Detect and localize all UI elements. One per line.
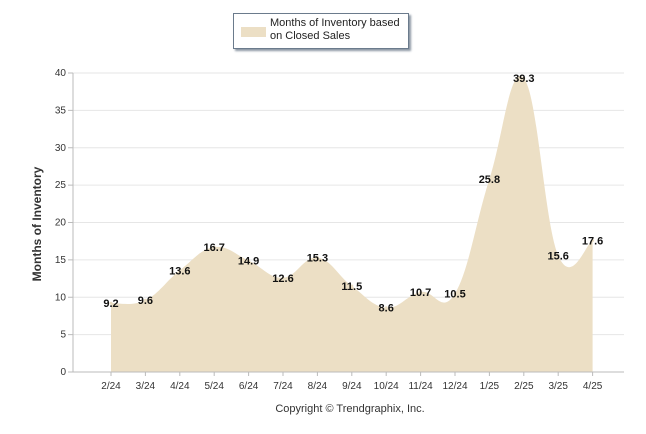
data-point — [212, 245, 216, 249]
data-label: 15.3 — [307, 253, 328, 265]
data-label: 14.9 — [238, 256, 259, 268]
area-series-fill — [111, 76, 593, 372]
data-label: 15.6 — [547, 250, 568, 262]
data-label: 9.6 — [138, 295, 153, 307]
data-point — [143, 298, 147, 302]
data-point — [522, 76, 526, 80]
data-label: 17.6 — [582, 235, 603, 247]
legend-label: Months of Inventory based on Closed Sale… — [270, 17, 400, 42]
data-labels: 9.2 9.6 13.6 16.7 14.9 12.6 15.3 11.5 8.6 10.7 10.… — [103, 73, 603, 314]
y-tick-label: 5 — [60, 330, 66, 341]
x-tick-label: 7/24 — [273, 381, 293, 392]
data-point — [419, 290, 423, 294]
x-tick-label: 5/24 — [204, 381, 224, 392]
data-point — [384, 306, 388, 310]
legend-swatch — [241, 27, 266, 37]
y-tick-label: 15 — [55, 255, 67, 266]
x-tick-label: 3/25 — [548, 381, 568, 392]
axes — [72, 73, 624, 373]
data-point — [350, 284, 354, 288]
data-label: 13.6 — [169, 265, 190, 277]
y-tick-label: 30 — [55, 143, 67, 154]
data-point — [556, 253, 560, 257]
data-point — [591, 238, 595, 242]
data-point — [487, 177, 491, 181]
data-label: 12.6 — [272, 273, 293, 285]
data-point — [109, 301, 113, 305]
x-tick-label: 11/24 — [408, 381, 433, 392]
y-tick-label: 10 — [55, 292, 67, 303]
x-tick-labels: 2/24 3/24 4/24 5/24 6/24 7/24 8/24 9/24 10/24 11/… — [101, 372, 603, 392]
data-label: 10.7 — [410, 287, 431, 299]
data-label: 11.5 — [341, 281, 362, 293]
x-tick-label: 3/24 — [136, 381, 156, 392]
y-tick-label: 35 — [55, 105, 67, 116]
y-tick-label: 40 — [55, 68, 67, 79]
x-tick-label: 4/24 — [170, 381, 190, 392]
data-point — [247, 259, 251, 263]
y-tick-label: 0 — [60, 367, 66, 378]
x-tick-label: 6/24 — [239, 381, 259, 392]
legend: Months of Inventory based on Closed Sale… — [233, 13, 409, 49]
x-tick-label: 4/25 — [583, 381, 603, 392]
data-point — [281, 276, 285, 280]
y-tick-label: 25 — [55, 180, 67, 191]
x-tick-label: 10/24 — [374, 381, 399, 392]
data-label: 16.7 — [203, 242, 224, 254]
y-tick-labels: 0 5 10 15 20 25 30 35 40 — [55, 68, 67, 378]
data-label: 25.8 — [479, 174, 500, 186]
x-tick-label: 2/25 — [514, 381, 534, 392]
data-label: 10.5 — [444, 289, 465, 301]
data-point — [453, 292, 457, 296]
data-point — [178, 268, 182, 272]
series-area — [111, 76, 593, 372]
y-tick-label: 20 — [55, 218, 67, 229]
data-label: 39.3 — [513, 73, 534, 85]
x-tick-label: 12/24 — [442, 381, 467, 392]
x-tick-label: 2/24 — [101, 381, 121, 392]
data-point — [315, 256, 319, 260]
data-label: 8.6 — [379, 303, 394, 315]
x-tick-label: 1/25 — [480, 381, 500, 392]
copyright-text: Copyright © Trendgraphix, Inc. — [275, 403, 424, 415]
x-tick-label: 8/24 — [308, 381, 328, 392]
data-label: 9.2 — [103, 298, 118, 310]
y-axis-label: Months of Inventory — [30, 166, 44, 281]
x-tick-label: 9/24 — [342, 381, 362, 392]
